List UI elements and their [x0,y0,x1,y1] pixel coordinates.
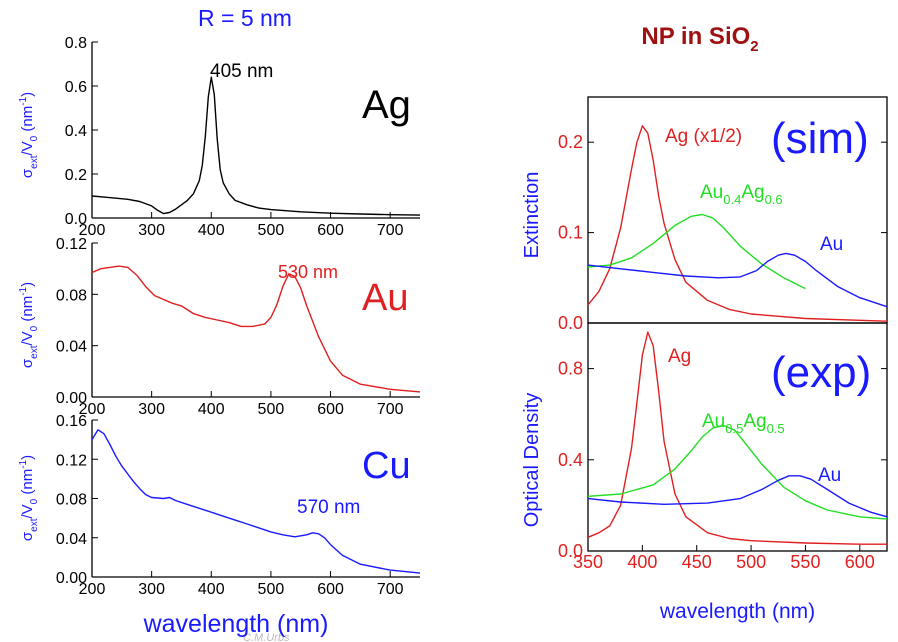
y-tick-label: 0.2 [558,132,583,152]
x-tick-label: 700 [377,581,404,598]
y-axis-label: σext/V0 (nm-1) [18,455,40,541]
x-tick-label: 350 [573,552,603,572]
x-tick-label: 600 [317,581,344,598]
y-tick-label: 0.8 [558,359,583,379]
chart-sim: 0.0 0.1 0.2 Extinction (sim) Ag (x1/2) Au0.4Ag… [521,96,888,333]
chart-ag: 0.0 0.2 0.4 0.6 0.8 200 300 400 500 600 700 σext/V0… [18,35,421,239]
y-tick-label: 0.12 [56,452,87,469]
x-tick-label: 400 [627,552,657,572]
x-axis-label: wavelength (nm) [143,610,329,638]
plots: 0.0 0.2 0.4 0.6 0.8 200 300 400 500 600 700 σext/V0… [18,35,888,638]
x-tick-label: 300 [138,401,165,418]
chart-au: 0.00 0.04 0.08 0.12 200 300 400 500 600 700 σext/V… [18,236,421,418]
series-line-ag-x1-2- [587,125,888,322]
y-tick-label: 0.00 [56,390,87,407]
x-tick-label: 550 [790,552,820,572]
y-axis-label: σext/V0 (nm-1) [18,92,40,178]
x-tick-label: 400 [198,401,225,418]
x-tick-label: 300 [138,222,165,239]
y-tick-label: 0.2 [65,167,87,184]
series-label: Au0.5Ag0.5 [702,411,785,436]
y-tick-label: 0.16 [56,413,87,430]
x-tick-label: 200 [79,401,106,418]
x-tick-label: 200 [79,222,106,239]
y-tick-label: 0.6 [65,79,87,96]
series-line-au0-4ag0-6 [587,213,806,290]
y-tick-label: 0.04 [56,531,87,548]
series-line-ag [91,76,421,216]
y-tick-label: 0.00 [56,570,87,587]
y-tick-label: 0.0 [65,211,87,228]
x-tick-label: 500 [258,581,285,598]
series-line-cu [91,429,421,574]
x-tick-label: 500 [736,552,766,572]
element-label: Cu [362,445,411,487]
x-tick-label: 450 [682,552,712,572]
right-title: NP in SiO2 [641,23,758,55]
series-label: Au [820,234,843,255]
x-tick-label: 700 [377,401,404,418]
panel-label: (sim) [771,114,869,163]
series-label: Au0.4Ag0.6 [700,182,783,207]
y-tick-label: 0.8 [65,35,87,52]
x-tick-label: 700 [377,222,404,239]
element-label: Ag [362,83,411,127]
series-line-ag [587,331,887,545]
series-label: Au [818,465,841,486]
x-tick-label: 200 [79,581,106,598]
element-label: Au [362,277,408,319]
series-label: Ag [668,346,691,367]
x-tick-label: 600 [317,222,344,239]
y-tick-label: 0.08 [56,287,87,304]
x-tick-label: 400 [198,581,225,598]
x-axis-label: wavelength (nm) [659,600,815,623]
x-tick-label: 600 [317,401,344,418]
left-title: R = 5 nm [198,5,292,31]
series-line-au [587,475,888,518]
y-tick-label: 0.0 [558,313,583,333]
chart-exp: 0.0 0.4 0.8 350 400 450 500 550 600 Optical Densi… [521,322,888,623]
watermark: C.M.Urbs [243,632,290,642]
x-tick-label: 600 [845,552,875,572]
y-tick-label: 0.12 [56,236,87,253]
y-tick-label: 0.04 [56,339,87,356]
x-tick-label: 500 [258,222,285,239]
peak-label: 405 nm [210,61,273,82]
peak-label: 530 nm [278,262,338,282]
peak-label: 570 nm [297,497,360,518]
plot-frame [587,322,888,552]
y-axis-label: σext/V0 (nm-1) [18,282,40,368]
series-line-au [91,265,421,393]
y-tick-label: 0.4 [65,123,87,140]
chart-cu: 0.00 0.04 0.08 0.12 0.16 200 300 400 500 600 700 σe… [18,413,421,638]
x-tick-label: 300 [138,581,165,598]
series-line-au0-5ag0-5 [587,424,888,520]
y-axis-label: Extinction [521,172,543,259]
y-tick-label: 0.0 [558,541,583,561]
y-tick-label: 0.1 [558,223,583,243]
y-axis-label: Optical Density [521,393,543,528]
series-line-au [587,252,888,308]
y-tick-label: 0.4 [558,450,583,470]
y-tick-label: 0.08 [56,492,87,509]
series-label: Ag (x1/2) [665,126,742,147]
panel-label: (exp) [771,348,871,397]
x-tick-label: 500 [258,401,285,418]
x-tick-label: 400 [198,222,225,239]
